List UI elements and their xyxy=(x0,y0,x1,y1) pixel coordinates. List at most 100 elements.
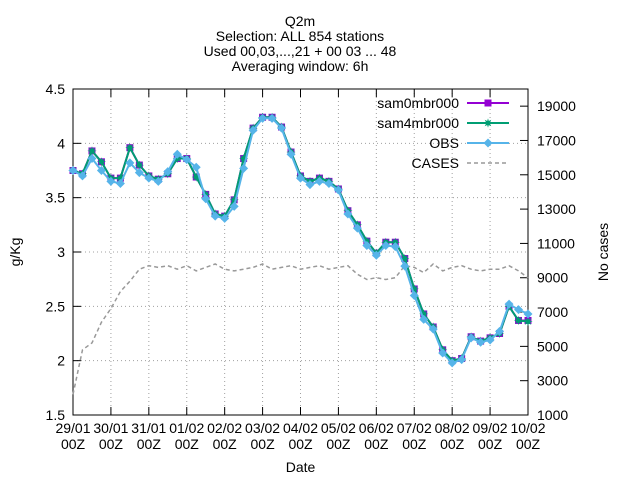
x-tick-label-date: 04/02 xyxy=(283,420,318,436)
chart-legend: sam0mbr000 sam4mbr000 OBS CASES xyxy=(377,95,509,171)
title-line-3: Used 00,03,...,21 + 00 03 ... 48 xyxy=(204,43,397,59)
x-tick-label-hour: 00Z xyxy=(251,436,276,452)
y2-axis-label: No cases xyxy=(595,223,611,281)
y-tick-label: 4 xyxy=(57,135,65,151)
data-point-obs xyxy=(428,324,438,334)
y-tick-label: 2 xyxy=(57,353,65,369)
data-point-sam4mbr000 xyxy=(523,316,533,327)
data-point-obs xyxy=(201,194,211,204)
data-point-obs xyxy=(172,149,182,159)
x-tick-label-hour: 00Z xyxy=(440,436,465,452)
data-point-obs xyxy=(191,162,201,172)
legend-label-sam0mbr000: sam0mbr000 xyxy=(377,95,459,111)
data-point-obs xyxy=(390,242,400,252)
data-point-obs xyxy=(163,167,173,177)
data-point-obs xyxy=(343,209,353,219)
x-tick-label-date: 07/02 xyxy=(397,420,432,436)
y2-tick-label: 15000 xyxy=(537,167,576,183)
x-tick-label-date: 06/02 xyxy=(359,420,394,436)
data-point-obs xyxy=(333,185,343,195)
x-tick-label-date: 29/01 xyxy=(55,420,90,436)
x-tick-label-date: 03/02 xyxy=(245,420,280,436)
data-point-obs xyxy=(514,305,524,315)
data-point-sam4mbr000 xyxy=(96,157,106,167)
data-point-obs xyxy=(400,261,410,271)
x-tick-label-hour: 00Z xyxy=(61,436,86,452)
legend-marker-sam4mbr000 xyxy=(483,118,493,128)
data-point-obs xyxy=(457,355,467,365)
data-point-obs xyxy=(229,201,239,211)
legend-marker-sam0mbr000 xyxy=(484,99,492,107)
data-point-obs xyxy=(77,171,87,181)
x-tick-label-date: 09/02 xyxy=(473,420,508,436)
x-tick-label-hour: 00Z xyxy=(175,436,200,452)
y2-tick-label: 17000 xyxy=(537,132,576,148)
data-point-obs xyxy=(286,149,296,159)
data-point-obs xyxy=(106,176,116,186)
data-point-obs xyxy=(371,250,381,260)
x-tick-label-hour: 00Z xyxy=(402,436,427,452)
axes: 1.5 2 2.5 3 3.5 4 4.5 1000 3000 5000 7000 9000 11000… xyxy=(46,81,577,452)
series-cases xyxy=(72,263,529,395)
x-tick-label-date: 30/01 xyxy=(93,420,128,436)
x-tick-label-hour: 00Z xyxy=(326,436,351,452)
data-point-obs xyxy=(134,168,144,178)
data-point-obs xyxy=(466,333,476,343)
y2-tick-label: 9000 xyxy=(537,270,568,286)
data-point-obs xyxy=(447,358,457,368)
x-tick-label-date: 08/02 xyxy=(435,420,470,436)
series-line-cases xyxy=(72,263,529,395)
data-point-obs xyxy=(419,314,429,324)
legend-label-cases: CASES xyxy=(412,155,459,171)
data-point-obs xyxy=(144,173,154,183)
data-point-obs xyxy=(258,113,268,123)
data-point-obs xyxy=(314,176,324,186)
x-tick-label-hour: 00Z xyxy=(364,436,389,452)
data-point-obs xyxy=(115,179,125,189)
x-tick-label-hour: 00Z xyxy=(478,436,503,452)
y-tick-label: 2.5 xyxy=(46,298,66,314)
title-line-2: Selection: ALL 854 stations xyxy=(216,28,384,44)
data-point-obs xyxy=(495,326,505,336)
legend-marker-obs xyxy=(483,138,493,148)
y2-tick-label: 5000 xyxy=(537,338,568,354)
data-point-sam4mbr000 xyxy=(125,143,135,153)
x-tick-label-hour: 00Z xyxy=(137,436,162,452)
data-point-obs xyxy=(476,337,486,347)
series-sam4mbr000 xyxy=(68,112,533,366)
data-point-sam4mbr000 xyxy=(87,146,97,156)
x-tick-label-date: 01/02 xyxy=(169,420,204,436)
x-tick-label-hour: 00Z xyxy=(99,436,124,452)
x-tick-label-date: 02/02 xyxy=(207,420,242,436)
data-point-obs xyxy=(504,299,514,309)
y2-tick-label: 3000 xyxy=(537,373,568,389)
data-point-obs xyxy=(381,240,391,250)
data-point-obs xyxy=(125,158,135,168)
y2-tick-label: 1000 xyxy=(537,407,568,423)
series-layer xyxy=(68,112,533,395)
x-tick-label-date: 31/01 xyxy=(131,420,166,436)
data-point-obs xyxy=(409,290,419,300)
y-tick-label: 1.5 xyxy=(46,407,66,423)
data-point-obs xyxy=(210,211,220,221)
data-point-obs xyxy=(324,179,334,189)
data-point-obs xyxy=(296,173,305,183)
y-tick-label: 4.5 xyxy=(46,81,66,97)
x-tick-label-hour: 00Z xyxy=(516,436,541,452)
title-line-4: Averaging window: 6h xyxy=(232,58,369,74)
x-tick-label-hour: 00Z xyxy=(213,436,238,452)
data-point-obs xyxy=(362,240,372,250)
y2-tick-label: 7000 xyxy=(537,304,568,320)
series-obs xyxy=(68,113,533,368)
data-point-obs xyxy=(438,348,448,358)
data-point-obs xyxy=(485,335,495,345)
chart-grid xyxy=(73,89,528,415)
data-point-obs xyxy=(248,125,258,135)
y2-tick-label: 11000 xyxy=(537,235,575,251)
data-point-obs xyxy=(68,166,78,175)
data-point-obs xyxy=(267,113,277,123)
x-tick-label-date: 05/02 xyxy=(321,420,356,436)
y2-tick-label: 13000 xyxy=(537,201,576,217)
